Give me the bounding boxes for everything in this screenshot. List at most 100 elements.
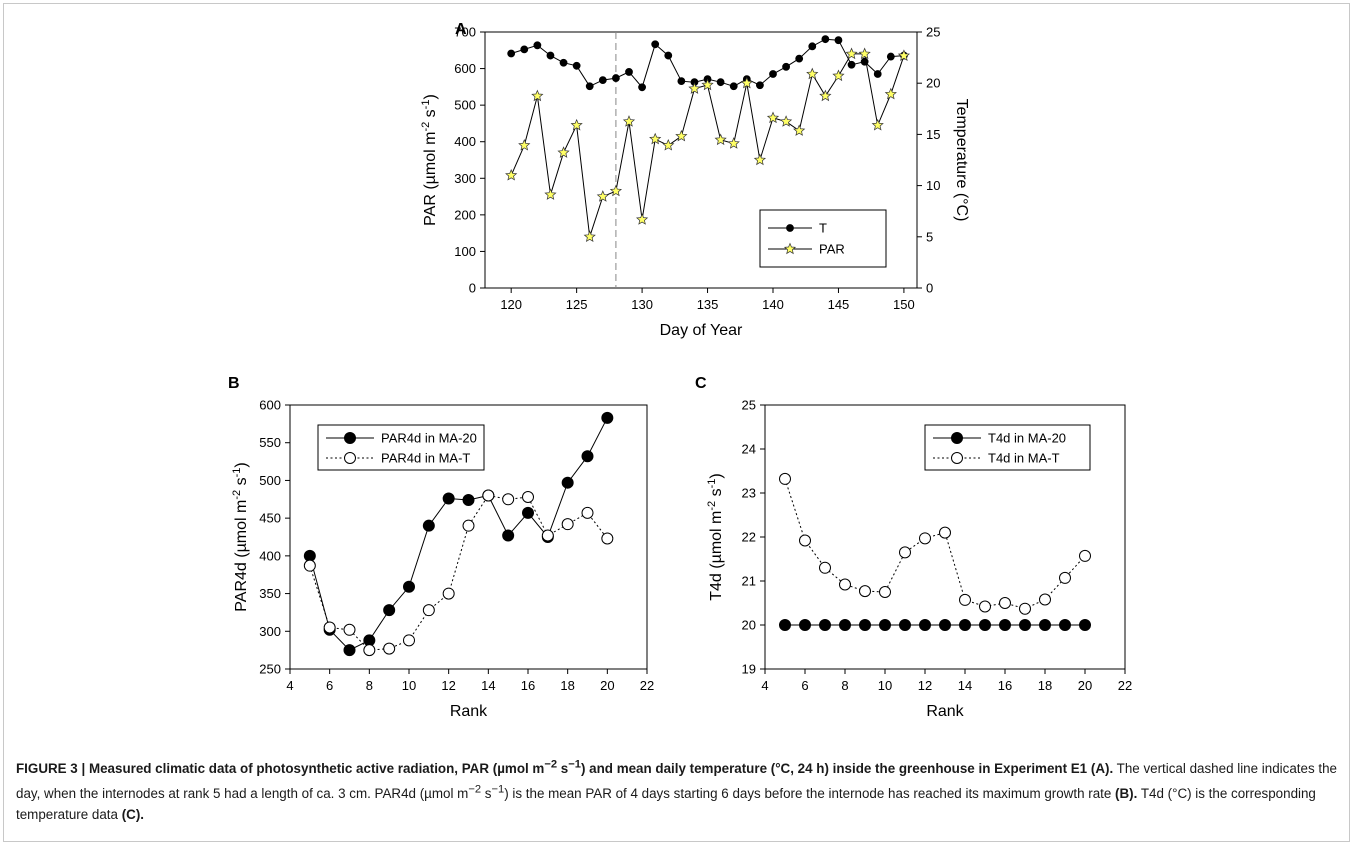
x-tick-label: 8	[841, 678, 848, 693]
data-point	[598, 76, 607, 85]
data-point	[422, 604, 435, 617]
y-tick-label: 400	[259, 548, 281, 563]
y-tick-label: 21	[742, 574, 756, 589]
data-point	[1059, 619, 1071, 631]
x-tick-label: 135	[697, 297, 719, 312]
data-point	[879, 586, 891, 598]
data-point	[884, 87, 897, 100]
y-tick-label: 400	[454, 134, 476, 149]
data-point	[520, 45, 529, 54]
data-point	[873, 70, 882, 78]
x-tick-label: 150	[893, 297, 915, 312]
x-tick-label: 22	[640, 678, 654, 693]
data-point	[1079, 619, 1091, 631]
data-point	[522, 491, 534, 504]
legend-marker	[344, 452, 356, 464]
legend-label: PAR	[819, 242, 845, 257]
data-point	[343, 644, 356, 657]
data-point	[939, 619, 951, 631]
caption-text: The vertical dashed line indicates the d…	[16, 761, 1337, 822]
series-par4d-in-ma-t	[303, 489, 614, 657]
y2-tick-label: 25	[926, 25, 940, 40]
legend-box	[759, 209, 887, 268]
data-point	[544, 188, 557, 200]
x-tick-label: 12	[918, 678, 932, 693]
data-point	[1059, 571, 1071, 584]
figure-frame	[3, 3, 1350, 842]
legend-label: T4d in MA-T	[988, 451, 1060, 466]
data-point	[533, 41, 542, 50]
x-tick-label: 140	[762, 297, 784, 312]
data-point	[518, 138, 531, 151]
data-point	[871, 118, 884, 131]
data-point	[581, 506, 594, 519]
y-tick-label: 22	[742, 530, 756, 545]
data-point	[979, 600, 991, 613]
data-point	[782, 62, 790, 71]
data-point	[799, 619, 811, 631]
data-point	[819, 561, 831, 574]
data-point	[363, 644, 376, 657]
y-axis-label: PAR4d (µmol m-2 s-1)	[231, 462, 250, 611]
data-point	[806, 67, 819, 80]
x-tick-label: 4	[286, 678, 293, 693]
data-point	[839, 578, 851, 591]
data-point	[999, 619, 1011, 631]
y-tick-label: 450	[259, 511, 281, 526]
legend-marker	[783, 242, 797, 255]
x-axis-label: Day of Year	[660, 322, 743, 339]
x-axis-label: Rank	[450, 703, 488, 720]
data-point	[779, 472, 791, 485]
x-tick-label: 4	[761, 678, 768, 693]
data-point	[343, 623, 356, 636]
data-point	[383, 604, 396, 617]
data-point	[795, 54, 804, 63]
data-point	[383, 642, 396, 655]
y-tick-label: 500	[259, 473, 281, 488]
data-point	[403, 580, 415, 593]
x-tick-label: 20	[1078, 678, 1092, 693]
legend: T4d in MA-20 T4d in MA-T	[924, 424, 1091, 471]
data-point	[766, 111, 780, 124]
x-tick-label: 10	[402, 678, 416, 693]
y-tick-label: 700	[454, 25, 476, 40]
data-point	[651, 40, 660, 49]
y2-tick-label: 20	[926, 76, 940, 91]
data-point	[808, 42, 817, 51]
plot-frame	[484, 31, 918, 289]
x-tick-label: 125	[566, 297, 588, 312]
data-point	[625, 68, 633, 76]
y-tick-label: 300	[259, 624, 281, 639]
data-point	[635, 213, 649, 225]
data-point	[756, 81, 764, 90]
series-par	[505, 47, 911, 242]
data-point	[502, 529, 515, 542]
data-point	[303, 559, 316, 572]
legend-box	[924, 424, 1091, 471]
data-point	[505, 168, 518, 181]
data-point	[919, 532, 931, 545]
legend-label: T	[819, 221, 827, 236]
x-tick-label: 120	[500, 297, 522, 312]
data-point	[1039, 619, 1051, 631]
figure-caption: FIGURE 3 | Measured climatic data of pho…	[16, 755, 1346, 825]
legend-marker	[951, 432, 963, 444]
data-point	[601, 411, 614, 424]
data-point	[581, 450, 594, 463]
y-tick-label: 20	[742, 618, 756, 633]
data-point	[714, 133, 727, 146]
x-tick-label: 14	[958, 678, 972, 693]
data-point	[462, 519, 475, 532]
data-point	[845, 47, 858, 60]
series-t4d-in-ma-t	[779, 472, 1091, 615]
data-point	[860, 57, 869, 66]
data-point	[1079, 549, 1091, 562]
data-point	[832, 69, 845, 82]
data-point	[701, 78, 714, 91]
data-point	[442, 492, 455, 505]
data-point	[585, 82, 594, 91]
y-tick-label: 600	[454, 61, 476, 76]
series-line	[784, 478, 1086, 610]
data-point	[819, 89, 832, 102]
